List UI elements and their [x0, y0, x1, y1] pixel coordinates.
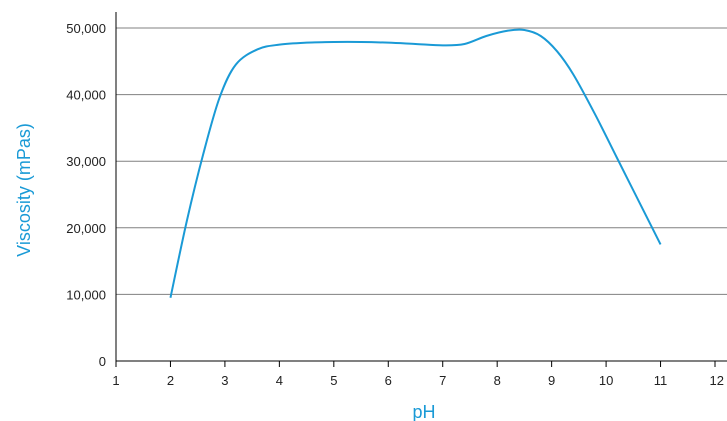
- y-tick-label: 10,000: [66, 287, 106, 302]
- x-tick-label: 8: [494, 373, 501, 388]
- x-tick-label: 6: [385, 373, 392, 388]
- x-tick-label: 2: [167, 373, 174, 388]
- x-tick-label: 10: [599, 373, 613, 388]
- x-tick-label: 7: [439, 373, 446, 388]
- gridlines: [116, 27, 727, 295]
- y-axis-title: Viscosity (mPas): [14, 123, 34, 257]
- x-tick-label: 3: [221, 373, 228, 388]
- x-axis-title: pH: [412, 402, 435, 421]
- x-tick-label: 1: [112, 373, 119, 388]
- y-tick-label: 50,000: [66, 21, 106, 36]
- x-tick-label: 11: [654, 373, 668, 388]
- y-tick-label: 40,000: [66, 88, 106, 103]
- y-tick-labels: 0 10,000 20,000 30,000 40,000 50,000: [66, 21, 106, 369]
- y-tick-label: 30,000: [66, 154, 106, 169]
- y-tick-label: 20,000: [66, 221, 106, 236]
- series-line: [169, 28, 662, 298]
- x-tick-labels: 1 2 3 4 5 6 7 8 9 10 11 12: [112, 373, 724, 388]
- axes: [115, 12, 727, 367]
- x-tick-label: 12: [710, 373, 724, 388]
- y-tick-label: 0: [99, 354, 106, 369]
- x-tick-label: 5: [330, 373, 337, 388]
- series-layer: [169, 28, 662, 298]
- x-tick-label: 4: [276, 373, 283, 388]
- x-tick-label: 9: [548, 373, 555, 388]
